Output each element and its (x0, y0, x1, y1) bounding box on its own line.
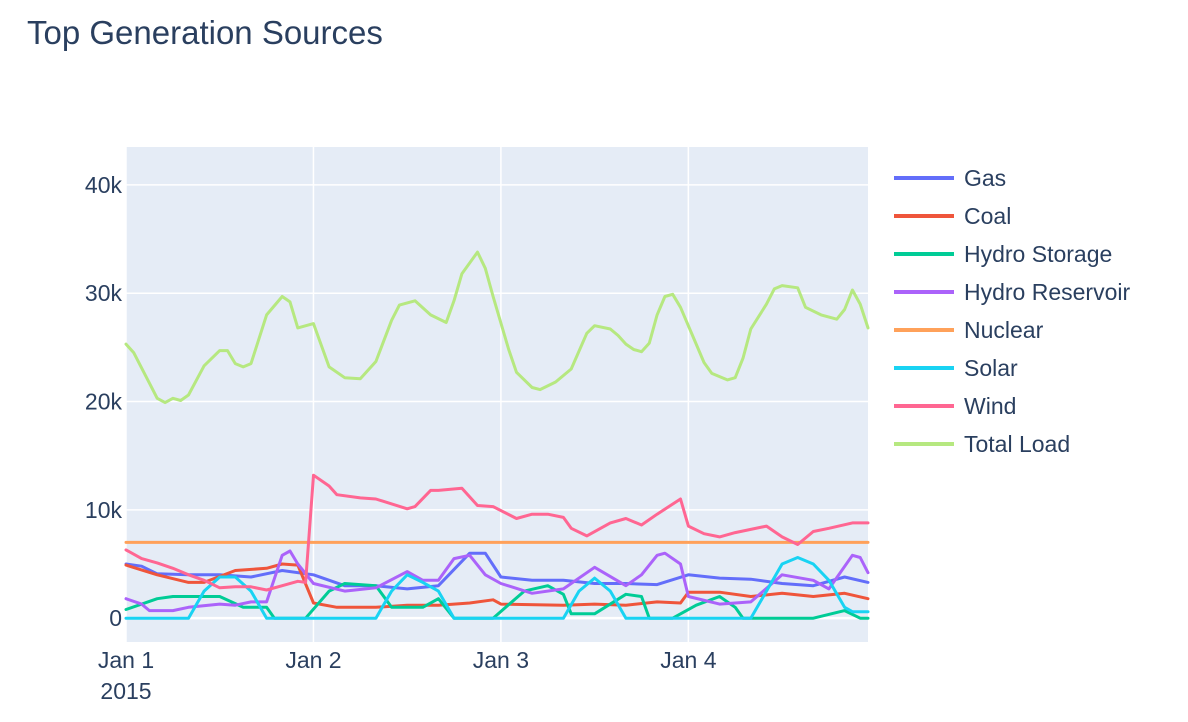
series-line-coal (124, 562, 870, 609)
legend-label: Solar (964, 355, 1018, 381)
chart-title: Top Generation Sources (27, 14, 383, 51)
x-tick-label: Jan 4 (660, 647, 716, 673)
legend-label: Coal (964, 203, 1011, 229)
series-line-solar (124, 556, 870, 620)
legend-label: Total Load (964, 431, 1070, 457)
series-line-hydro-reservoir (124, 549, 870, 613)
plot-background (126, 147, 868, 642)
x-tick-label: Jan 1 (98, 647, 154, 673)
y-tick-label: 10k (85, 497, 123, 523)
y-tick-label: 30k (85, 280, 123, 306)
legend-item-gas[interactable]: Gas (894, 165, 1006, 191)
legend-item-coal[interactable]: Coal (894, 203, 1011, 229)
series-line-total-load (124, 250, 870, 405)
legend-label: Hydro Storage (964, 241, 1112, 267)
y-tick-label: 0 (109, 605, 122, 631)
series-line-wind (124, 473, 870, 592)
series-lines (124, 250, 870, 620)
x-tick-year-label: 2015 (100, 678, 151, 704)
x-axis-tick-labels: Jan 1 2015 Jan 2 Jan 3 Jan 4 (98, 647, 717, 704)
y-axis-tick-labels: 0 10k 20k 30k 40k (85, 172, 123, 631)
legend-label: Nuclear (964, 317, 1044, 343)
y-tick-label: 20k (85, 389, 123, 415)
x-grid-lines (125, 147, 690, 642)
legend-label: Wind (964, 393, 1016, 419)
legend-item-solar[interactable]: Solar (894, 355, 1018, 381)
x-tick-label: Jan 2 (285, 647, 341, 673)
y-tick-label: 40k (85, 172, 123, 198)
legend-item-nuclear[interactable]: Nuclear (894, 317, 1044, 343)
legend-item-hydro-storage[interactable]: Hydro Storage (894, 241, 1112, 267)
legend[interactable]: Gas Coal Hydro Storage Hydro Reservoir Nucle… (894, 165, 1130, 457)
legend-label: Gas (964, 165, 1006, 191)
legend-item-hydro-reservoir[interactable]: Hydro Reservoir (894, 279, 1130, 305)
x-tick-label: Jan 3 (473, 647, 529, 673)
legend-item-wind[interactable]: Wind (894, 393, 1016, 419)
legend-item-total-load[interactable]: Total Load (894, 431, 1070, 457)
legend-label: Hydro Reservoir (964, 279, 1130, 305)
